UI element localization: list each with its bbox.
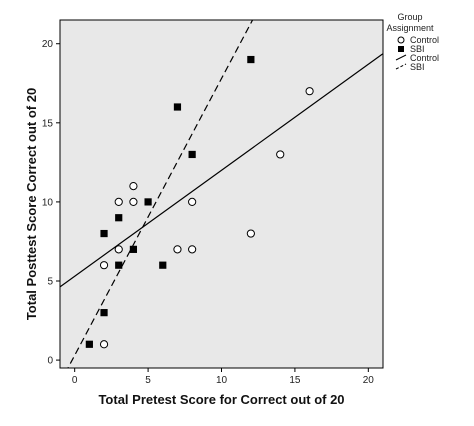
y-tick-label: 10 <box>42 197 54 208</box>
control-point <box>173 245 182 254</box>
legend-title-line1: Group <box>397 12 422 22</box>
control-fit-line <box>60 53 383 288</box>
y-tick-label: 0 <box>47 356 53 367</box>
control-point <box>129 181 138 191</box>
legend-sbi-marker <box>398 46 404 52</box>
fit-lines <box>60 20 383 368</box>
sbi-point <box>159 261 167 269</box>
sbi-point <box>115 214 123 222</box>
plot-area <box>60 20 383 368</box>
y-tick-label: 5 <box>47 277 53 288</box>
control-point <box>99 340 109 349</box>
x-tick-label: 20 <box>363 375 375 386</box>
y-tick-label: 15 <box>42 118 54 129</box>
sbi-point <box>85 340 93 348</box>
data-points <box>85 55 314 349</box>
control-point <box>114 245 123 254</box>
legend-title-line2: Assignment <box>386 23 434 33</box>
sbi-point <box>129 245 138 253</box>
sbi-point <box>173 103 182 111</box>
legend-label: SBI <box>410 62 425 72</box>
sbi-point <box>188 150 196 159</box>
legend-label: Control <box>410 53 439 63</box>
x-tick-label: 5 <box>145 375 151 386</box>
control-point <box>188 245 197 254</box>
x-axis-title: Total Pretest Score for Correct out of 2… <box>98 392 344 407</box>
sbi-point <box>100 229 108 238</box>
control-point <box>129 197 138 207</box>
sbi-point <box>115 261 123 269</box>
control-point <box>99 261 109 270</box>
control-point <box>246 229 255 238</box>
x-axis: 0 5 10 15 20 <box>72 368 374 386</box>
x-tick-label: 10 <box>216 375 228 386</box>
x-tick-label: 0 <box>72 375 78 386</box>
y-axis: 0 5 10 15 20 <box>42 39 60 367</box>
sbi-point <box>247 55 255 64</box>
x-tick-label: 15 <box>289 375 301 386</box>
legend-control-marker <box>397 36 405 44</box>
legend-label: Control <box>410 35 439 45</box>
sbi-fit-line <box>67 20 254 368</box>
control-point <box>305 87 314 96</box>
sbi-point <box>100 309 108 317</box>
y-tick-label: 20 <box>42 39 54 50</box>
legend-label: SBI <box>410 44 425 54</box>
legend-sbi-line <box>395 63 407 70</box>
sbi-point <box>144 198 152 206</box>
legend-control-line <box>395 54 407 61</box>
control-point <box>188 197 197 207</box>
control-point <box>114 197 123 207</box>
y-axis-title: Total Posttest Score Correct out of 20 <box>24 88 39 320</box>
control-point <box>276 150 285 159</box>
